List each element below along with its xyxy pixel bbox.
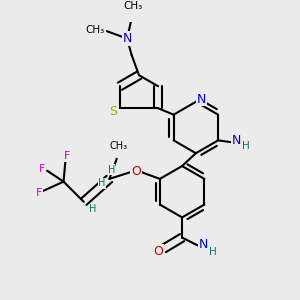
Text: H: H bbox=[98, 178, 106, 188]
Text: N: N bbox=[199, 238, 208, 251]
Text: H: H bbox=[89, 204, 97, 214]
Text: N: N bbox=[232, 134, 241, 147]
Text: F: F bbox=[64, 151, 70, 161]
Text: N: N bbox=[122, 32, 132, 45]
Text: H: H bbox=[108, 165, 115, 175]
Text: CH₃: CH₃ bbox=[110, 141, 128, 152]
Text: CH₃: CH₃ bbox=[85, 25, 104, 35]
Text: H: H bbox=[209, 247, 217, 257]
Text: O: O bbox=[153, 245, 163, 258]
Text: H: H bbox=[242, 141, 250, 151]
Text: F: F bbox=[36, 188, 42, 198]
Text: F: F bbox=[39, 164, 46, 174]
Text: O: O bbox=[131, 165, 141, 178]
Text: S: S bbox=[110, 105, 118, 119]
Text: N: N bbox=[197, 93, 206, 106]
Text: CH₃: CH₃ bbox=[124, 1, 143, 11]
